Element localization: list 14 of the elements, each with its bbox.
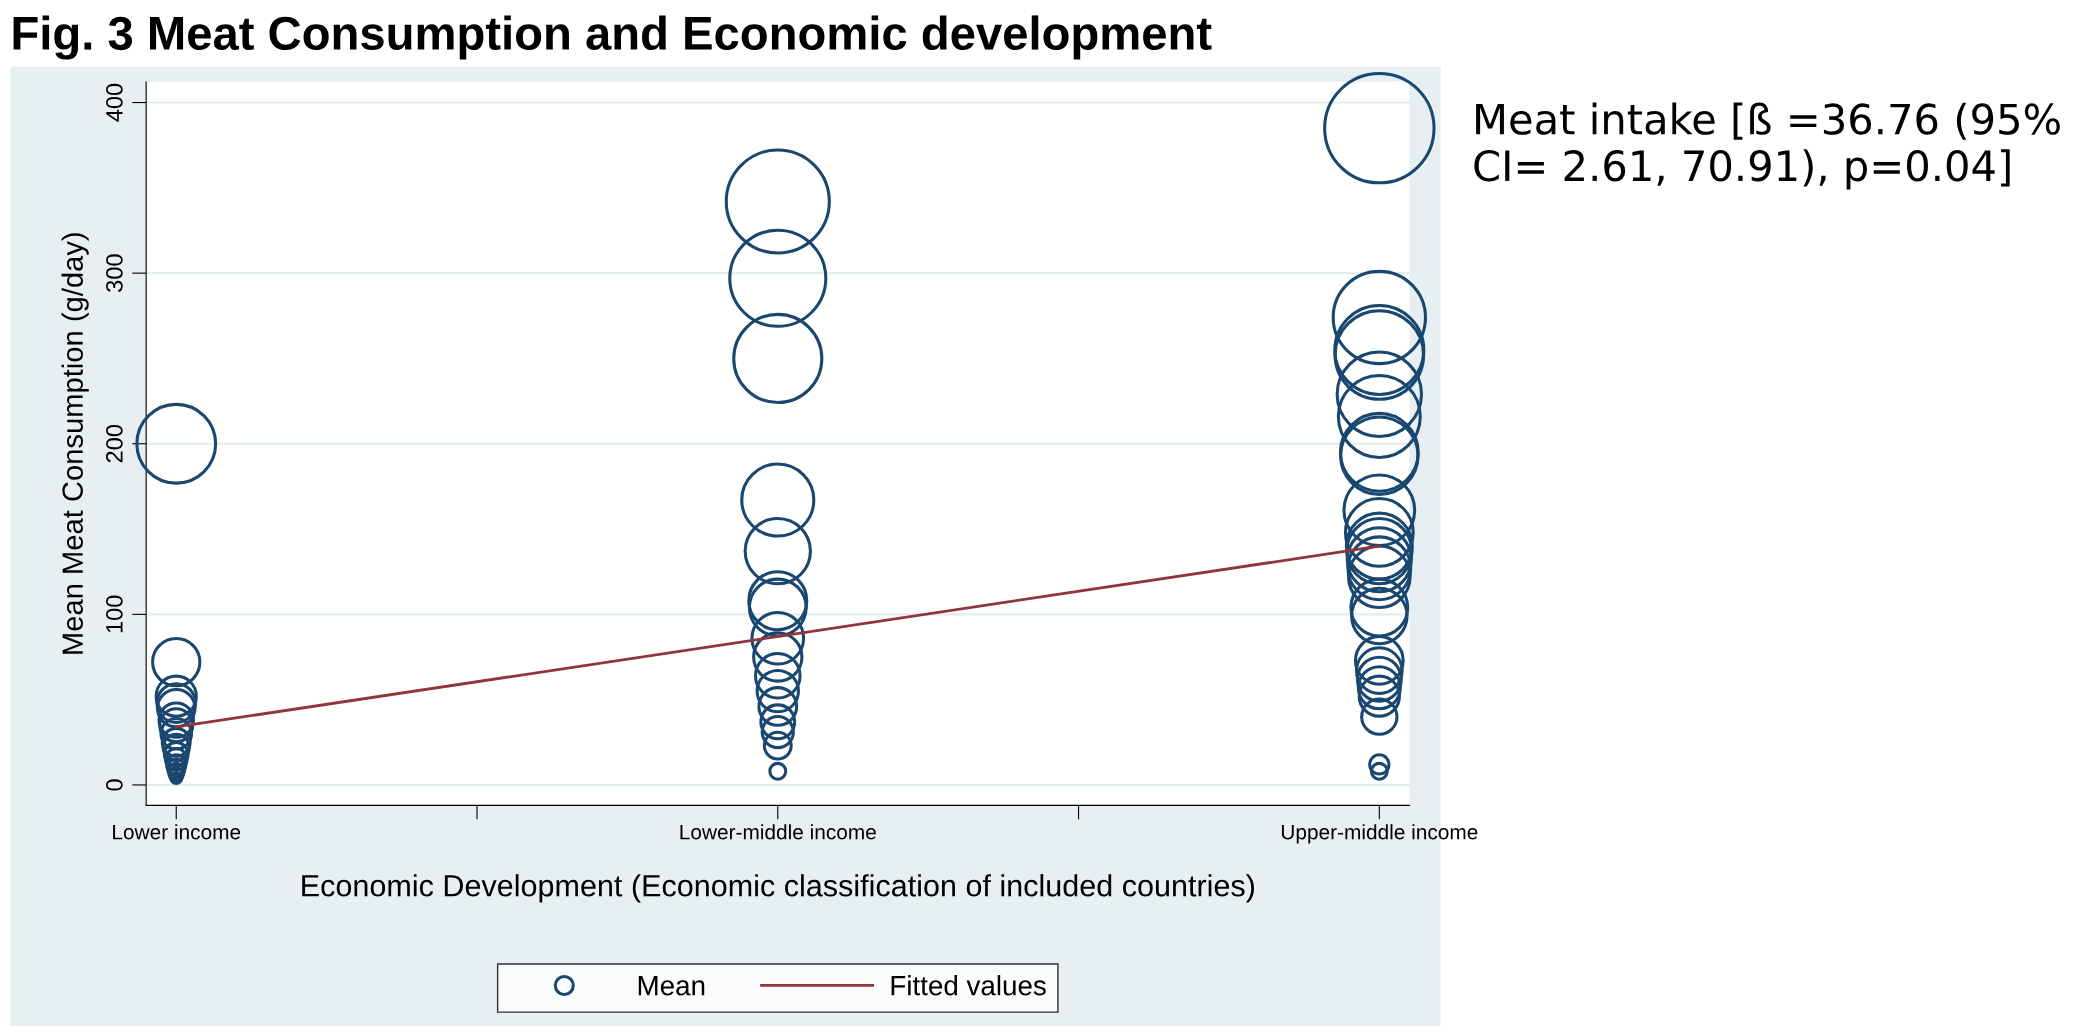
x-tick-label: Lower income [113,824,241,840]
y-tick-label: 100 [106,595,123,633]
y-tick-label: 300 [106,254,123,292]
x-tick-label: Upper-middle income [1281,824,1478,844]
x-axis-title: Economic Development (Economic classification of included countries) [302,874,1254,903]
y-axis-title: Mean Meat Consumption (g/day) [61,233,89,654]
text: Meat intake [ß =36.76 (95% CI= 2.61, 70.91), p=0.04] [1474,102,2060,190]
legend-label: Mean [638,976,705,996]
y-tick-label: 200 [106,424,123,463]
x-tick-label: Lower-middle income [680,824,876,840]
chart-title: Fig. 3 Meat Consumption and Economic development [13,15,1212,60]
y-tick-label: 0 [106,779,123,791]
y-tick-label: 400 [106,83,123,122]
legend-label: Fitted values [891,975,1046,996]
